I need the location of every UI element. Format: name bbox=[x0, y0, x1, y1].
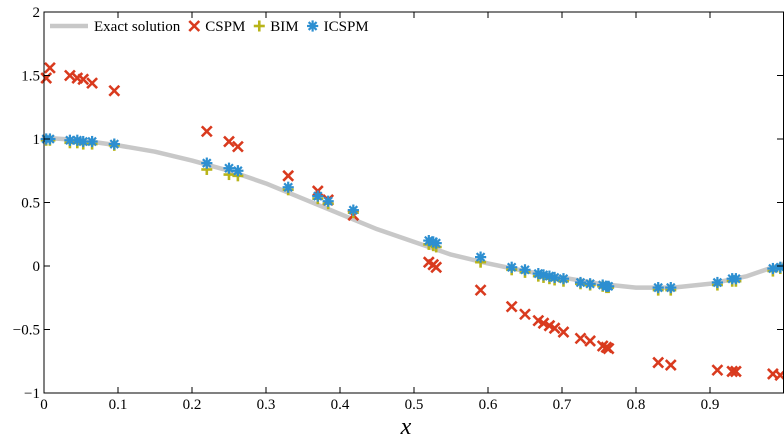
y-tick-label: −0.5 bbox=[13, 323, 40, 339]
icspm-point bbox=[232, 165, 244, 177]
x-tick-label: 0.5 bbox=[405, 397, 424, 413]
cspm-point bbox=[584, 335, 597, 347]
y-tick-label: 0.5 bbox=[21, 196, 40, 212]
cspm-points bbox=[40, 61, 784, 382]
plot-frame bbox=[43, 11, 784, 394]
x-tick-label: 0 bbox=[40, 397, 48, 413]
cspm-point bbox=[231, 140, 244, 153]
x-tick-label: 0.7 bbox=[553, 397, 572, 413]
cspm-point bbox=[200, 125, 213, 138]
icspm-point bbox=[774, 261, 784, 273]
x-tick-label: 0.2 bbox=[183, 397, 202, 413]
icspm-point bbox=[201, 157, 213, 169]
marker-series bbox=[40, 61, 784, 382]
y-tick-label: 0 bbox=[33, 259, 41, 275]
icspm-point bbox=[711, 276, 723, 289]
legend-label: BIM bbox=[270, 19, 298, 35]
cspm-point bbox=[282, 169, 295, 182]
bim-points bbox=[40, 134, 784, 296]
cspm-point bbox=[711, 364, 724, 377]
icspm-point bbox=[603, 280, 615, 292]
legend-label: ICSPM bbox=[324, 19, 369, 35]
icspm-point bbox=[430, 237, 442, 249]
x-tick-label: 0.6 bbox=[479, 397, 498, 413]
cspm-point bbox=[548, 322, 561, 335]
x-tick-label: 0.8 bbox=[627, 397, 646, 413]
icspm-point bbox=[519, 264, 531, 276]
x-tick-label: 0.3 bbox=[257, 397, 276, 413]
cspm-point bbox=[726, 365, 739, 378]
icspm-point bbox=[767, 262, 779, 275]
cspm-point bbox=[519, 308, 531, 321]
icspm-point bbox=[64, 134, 76, 146]
legend-item-cspm: CSPM bbox=[188, 19, 245, 35]
legend-label: Exact solution bbox=[94, 19, 181, 35]
cspm-point bbox=[474, 284, 487, 297]
icspm-point bbox=[86, 135, 98, 148]
icspm-point bbox=[322, 195, 334, 207]
cspm-point bbox=[40, 72, 53, 84]
x-tick-label: 0.1 bbox=[109, 397, 128, 413]
x-axis-label: x bbox=[400, 414, 412, 440]
cspm-point bbox=[602, 342, 615, 355]
cspm-point bbox=[574, 332, 587, 345]
icspm-point bbox=[282, 181, 294, 193]
axes bbox=[43, 11, 784, 394]
cspm-point bbox=[557, 326, 570, 338]
legend-swatch bbox=[253, 20, 265, 32]
legend-swatch bbox=[188, 20, 201, 32]
icspm-point bbox=[312, 190, 324, 202]
legend-item-exact-solution: Exact solution bbox=[50, 19, 181, 35]
cspm-point bbox=[77, 73, 90, 86]
legend: Exact solution CSPM BIM ICSPM bbox=[50, 19, 369, 35]
icspm-point bbox=[652, 281, 664, 294]
cspm-point bbox=[430, 261, 443, 274]
icspm-point bbox=[584, 278, 596, 290]
icspm-point bbox=[108, 138, 120, 150]
y-tick-label: 1.5 bbox=[21, 69, 40, 85]
icspm-point bbox=[549, 271, 561, 284]
icspm-point bbox=[475, 251, 487, 263]
cspm-point bbox=[729, 365, 742, 378]
icspm-point bbox=[506, 261, 518, 273]
icspm-point bbox=[347, 204, 359, 216]
cspm-point bbox=[44, 61, 56, 74]
x-tick-label: 0.4 bbox=[331, 397, 350, 413]
icspm-point bbox=[557, 273, 570, 285]
y-tick-label: 1 bbox=[33, 132, 41, 148]
legend-item-icspm: ICSPM bbox=[307, 19, 369, 35]
cspm-point bbox=[664, 359, 677, 371]
cspm-point bbox=[223, 135, 235, 148]
icspm-point bbox=[730, 273, 742, 285]
cspm-point bbox=[652, 356, 665, 369]
icspm-points bbox=[40, 133, 784, 294]
icspm-point bbox=[574, 276, 587, 289]
icspm-point bbox=[665, 281, 677, 294]
legend-item-bim: BIM bbox=[253, 19, 299, 35]
exact-solution-line bbox=[41, 135, 784, 290]
cspm-point bbox=[86, 77, 99, 90]
exact-solution-series bbox=[41, 135, 784, 290]
x-tick-label: 0.9 bbox=[701, 397, 720, 413]
cspm-point bbox=[774, 369, 784, 382]
y-tick-label: 2 bbox=[33, 5, 41, 21]
cspm-point bbox=[108, 84, 121, 97]
y-tick-label: −1 bbox=[24, 386, 40, 402]
ticks: 0 0.1 0.2 0.3 0.4 0.5 0.6 0.7 0.8 0.9 −1 −0.5 0 0.5 1 1… bbox=[13, 5, 784, 413]
legend-label: CSPM bbox=[205, 19, 245, 35]
legend-swatch bbox=[307, 20, 319, 32]
icspm-point bbox=[77, 135, 89, 148]
icspm-point bbox=[223, 162, 235, 174]
cspm-point bbox=[505, 300, 518, 313]
